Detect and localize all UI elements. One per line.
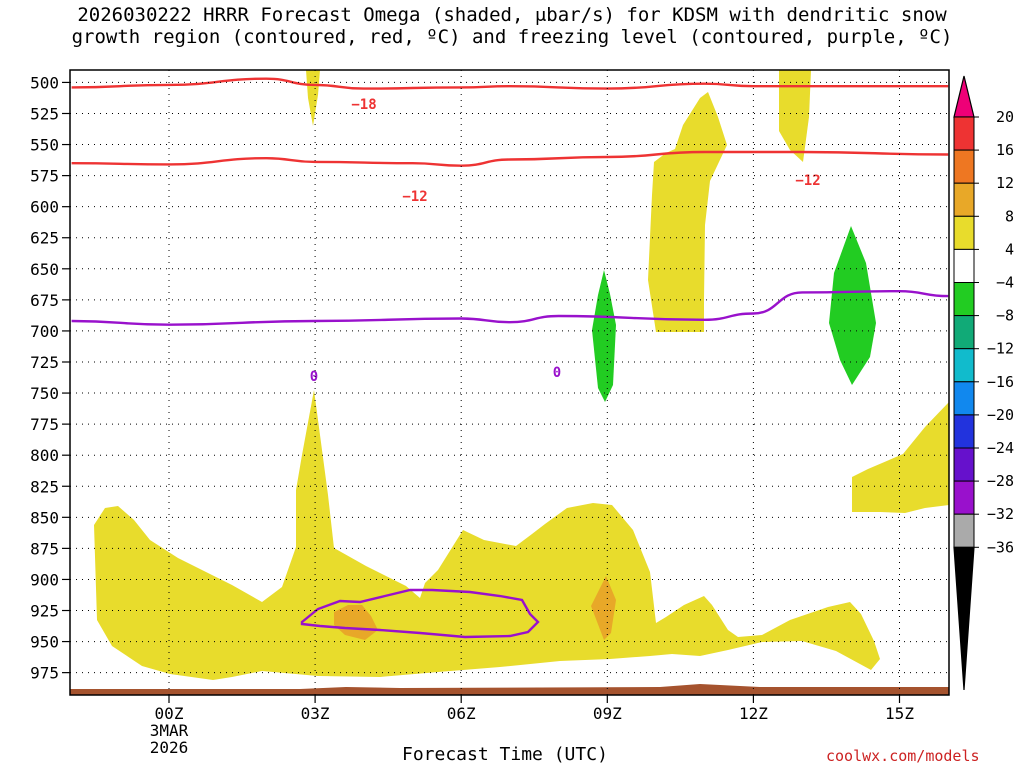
chart-title-line2: growth region (contoured, red, ºC) and f… — [71, 26, 953, 48]
colorbar: 20 16 12 8 4 −4 −8 −12 −16 −20 −24 −28 −32 −36 — [953, 75, 1014, 691]
y-tick-label-625: 625 — [30, 229, 59, 248]
x-tick-label-00Z: 00Z — [155, 704, 184, 723]
x-tick-label-12Z: 12Z — [739, 704, 768, 723]
contour-label-minus18-bg — [348, 96, 380, 111]
contour-label-minus12-a-bg — [399, 188, 431, 203]
contour-label-freezing-b-bg — [550, 364, 564, 379]
x-date-label-1: 2026 — [150, 738, 189, 757]
colorbar-swatch-10 — [953, 414, 975, 449]
contour-label-freezing-a-bg — [307, 368, 321, 383]
colorbar-label-12: −32 — [987, 505, 1014, 523]
colorbar-label-9: −20 — [987, 406, 1014, 424]
colorbar-label-7: −12 — [987, 340, 1014, 358]
colorbar-swatch-12 — [953, 480, 975, 515]
colorbar-label-10: −24 — [987, 439, 1014, 457]
colorbar-swatch-13 — [953, 513, 975, 548]
y-tick-label-850: 850 — [30, 508, 59, 527]
colorbar-swatch-11 — [953, 447, 975, 482]
omega-shade-max-09z — [591, 576, 616, 640]
y-tick-label-825: 825 — [30, 477, 59, 496]
contour-lines: −18 −12 −12 0 0 — [71, 77, 949, 639]
omega-shade-max-03z — [334, 605, 378, 640]
plot-frame — [69, 69, 950, 696]
colorbar-swatch-4 — [953, 215, 975, 250]
colorbar-label-5: −4 — [996, 274, 1014, 292]
colorbar-label-4: 4 — [1005, 240, 1014, 258]
omega-shade-lowlevel-ascent — [94, 390, 880, 680]
x-axis-label: Forecast Time (UTC) — [402, 744, 608, 765]
omega-shade-midlevel-ascent — [648, 92, 727, 332]
y-tick-label-875: 875 — [30, 539, 59, 558]
colorbar-label-6: −8 — [996, 307, 1014, 325]
x-date-label-0: 3MAR — [150, 721, 189, 740]
colorbar-swatch-9 — [953, 381, 975, 416]
x-tick-label-09Z: 09Z — [593, 704, 622, 723]
omega-shade-descent-14z — [829, 226, 876, 385]
omega-shade-right-ascent — [852, 402, 949, 513]
y-tick-label-950: 950 — [30, 633, 59, 652]
y-tick-label-600: 600 — [30, 198, 59, 217]
credit-text[interactable]: coolwx.com/models — [826, 747, 980, 765]
chart-title: 2026030222 HRRR Forecast Omega (shaded, … — [0, 4, 1024, 48]
colorbar-label-0: 20 — [996, 108, 1014, 126]
contour-label-freezing-b: 0 — [553, 365, 561, 381]
colorbar-top-arrow — [953, 75, 975, 118]
y-tick-label-900: 900 — [30, 570, 59, 589]
contour-label-minus18: −18 — [351, 97, 376, 113]
colorbar-swatch-6 — [953, 282, 975, 317]
y-tick-label-975: 975 — [30, 664, 59, 683]
chart-title-line1: 2026030222 HRRR Forecast Omega (shaded, … — [77, 4, 947, 26]
colorbar-label-3: 8 — [1005, 207, 1014, 225]
y-tick-label-650: 650 — [30, 260, 59, 279]
contour-freezing-level — [71, 289, 949, 326]
colorbar-swatch-1 — [953, 116, 975, 151]
colorbar-swatch-3 — [953, 182, 975, 217]
ground-surface — [70, 684, 949, 695]
y-tick-label-525: 525 — [30, 104, 59, 123]
ground-layer — [70, 684, 949, 695]
x-tick-label-03Z: 03Z — [301, 704, 330, 723]
contour-label-minus12-b-bg — [792, 172, 824, 187]
contour-minus18 — [71, 77, 949, 90]
contour-label-minus12-b: −12 — [795, 173, 820, 189]
y-tick-label-750: 750 — [30, 384, 59, 403]
y-axis: 500 525 550 575 600 625 650 675 700 725 750 775 800 8… — [30, 73, 70, 683]
omega-shade-upper-ascent-03z — [306, 70, 320, 126]
omega-shade-upper-ascent-13z — [779, 70, 811, 162]
y-tick-label-500: 500 — [30, 73, 59, 92]
contour-minus12 — [71, 150, 949, 167]
colorbar-swatch-7 — [953, 315, 975, 350]
x-tick-label-06Z: 06Z — [447, 704, 476, 723]
y-tick-label-800: 800 — [30, 446, 59, 465]
y-tick-label-725: 725 — [30, 353, 59, 372]
y-tick-label-550: 550 — [30, 136, 59, 155]
colorbar-label-2: 12 — [996, 174, 1014, 192]
colorbar-swatch-8 — [953, 348, 975, 383]
y-tick-label-700: 700 — [30, 322, 59, 341]
colorbar-label-1: 16 — [996, 141, 1014, 159]
contour-label-freezing-a: 0 — [310, 369, 318, 385]
contour-label-minus12-a: −12 — [402, 189, 427, 205]
colorbar-label-13: −36 — [987, 538, 1014, 556]
y-tick-label-775: 775 — [30, 415, 59, 434]
contour-freezing-closed — [300, 588, 540, 639]
x-tick-label-15Z: 15Z — [885, 704, 914, 723]
colorbar-swatch-5 — [953, 248, 975, 283]
gridlines — [70, 70, 949, 695]
colorbar-label-8: −16 — [987, 373, 1014, 391]
colorbar-bottom-arrow — [953, 546, 975, 691]
colorbar-label-11: −28 — [987, 472, 1014, 490]
y-tick-label-575: 575 — [30, 167, 59, 186]
omega-shade-descent-09z — [592, 270, 616, 402]
y-tick-label-925: 925 — [30, 602, 59, 621]
colorbar-swatch-2 — [953, 149, 975, 184]
plot-border — [69, 69, 950, 696]
y-tick-label-675: 675 — [30, 291, 59, 310]
